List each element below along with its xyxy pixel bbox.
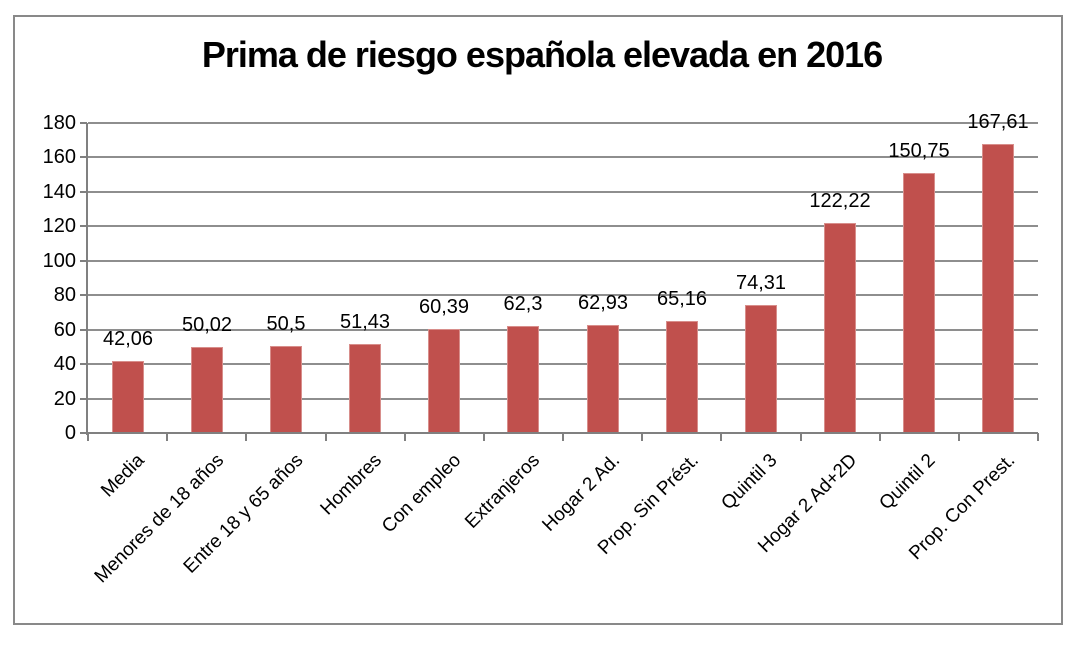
- bar-7: [587, 325, 619, 433]
- gridline-180: [88, 122, 1038, 124]
- plot-area: 42,06 50,02 50,5 51,43 60,39 62,3 62,93 65,16 74…: [88, 111, 1038, 433]
- bar-6: [507, 326, 539, 433]
- bar-11: [903, 173, 935, 433]
- y-axis-tick-label: 60: [53, 319, 76, 341]
- bar-4: [349, 344, 381, 433]
- y-axis-tick-label: 0: [64, 422, 76, 444]
- bar-value-label: 167,61: [967, 111, 1029, 133]
- x-axis-tick-mark: [720, 433, 722, 441]
- x-axis-tick-mark: [325, 433, 327, 441]
- gridline-80: [88, 294, 1038, 297]
- bar-5: [428, 329, 460, 433]
- y-axis-tick-label: 100: [42, 250, 76, 272]
- bar-8: [666, 321, 698, 433]
- y-axis-tick-mark: [80, 122, 87, 124]
- y-axis-tick-mark: [80, 260, 87, 262]
- x-axis-tick-mark: [404, 433, 406, 441]
- bar-value-label: 150,75: [888, 140, 950, 162]
- chart-title: Prima de riesgo española elevada en 2016: [201, 34, 883, 75]
- bar-value-label: 60,39: [418, 296, 470, 318]
- x-axis-tick-mark: [87, 433, 89, 441]
- gridline-60: [88, 328, 1038, 331]
- x-axis-tick-mark: [958, 433, 960, 441]
- gridline-140: [88, 190, 1038, 193]
- y-axis-tick-label: 120: [42, 215, 76, 237]
- chart-frame: [13, 15, 1063, 625]
- gridline-100: [88, 259, 1038, 262]
- gridline-160: [88, 156, 1038, 159]
- bar-9: [745, 305, 777, 433]
- bar-value-label: 50,02: [181, 314, 233, 336]
- bar-value-label: 62,3: [503, 293, 543, 315]
- bar-value-label: 42,06: [102, 328, 154, 350]
- x-axis-tick-mark: [562, 433, 564, 441]
- bar-2: [191, 347, 223, 433]
- y-axis-tick-mark: [80, 191, 87, 193]
- bar-value-label: 74,31: [735, 272, 787, 294]
- y-axis-tick-mark: [80, 363, 87, 365]
- x-axis-tick-mark: [483, 433, 485, 441]
- y-axis-tick-label: 80: [53, 284, 76, 306]
- gridline-40: [88, 363, 1038, 366]
- y-axis-tick-label: 40: [53, 353, 76, 375]
- y-axis-tick-mark: [80, 225, 87, 227]
- y-axis-tick-mark: [80, 156, 87, 158]
- x-axis-tick-mark: [166, 433, 168, 441]
- y-axis-tick-label: 20: [53, 388, 76, 410]
- y-axis-tick-mark: [80, 398, 87, 400]
- y-axis-tick-label: 180: [42, 112, 76, 134]
- y-axis-tick-label: 160: [42, 146, 76, 168]
- bar-10: [824, 223, 856, 433]
- x-axis-tick-mark: [1037, 433, 1039, 441]
- bar-12: [982, 144, 1014, 433]
- x-axis-line: [86, 432, 1038, 434]
- y-axis-tick-label: 140: [42, 181, 76, 203]
- y-axis-line: [86, 123, 88, 435]
- bar-value-label: 122,22: [809, 190, 871, 212]
- bar-3: [270, 346, 302, 433]
- y-axis-tick-mark: [80, 329, 87, 331]
- bar-value-label: 65,16: [656, 288, 708, 310]
- gridline-20: [88, 397, 1038, 400]
- bar-value-label: 51,43: [339, 311, 391, 333]
- gridline-120: [88, 225, 1038, 228]
- x-axis-tick-mark: [245, 433, 247, 441]
- y-axis-tick-mark: [80, 432, 87, 434]
- x-axis-tick-mark: [800, 433, 802, 441]
- x-axis-tick-mark: [641, 433, 643, 441]
- y-axis-tick-mark: [80, 294, 87, 296]
- bar-value-label: 50,5: [266, 313, 306, 335]
- bar-1: [112, 361, 144, 433]
- bar-value-label: 62,93: [577, 292, 629, 314]
- x-axis-tick-mark: [879, 433, 881, 441]
